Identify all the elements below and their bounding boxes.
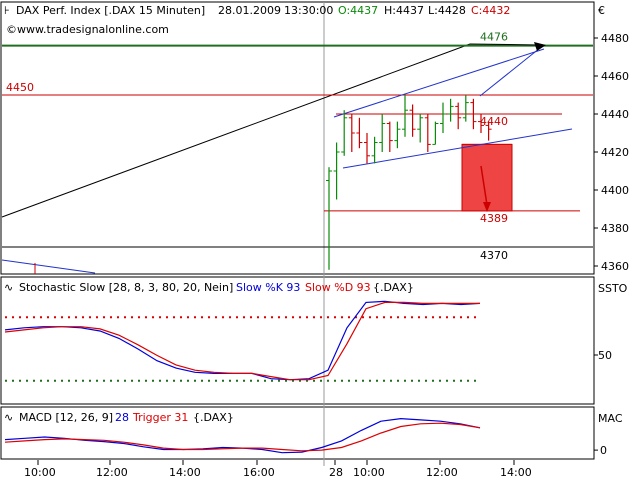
down-arrow-head-icon bbox=[483, 202, 491, 212]
level-label: 4450 bbox=[6, 81, 34, 94]
macd-layer bbox=[4, 417, 598, 454]
macd-right-label: MAC bbox=[598, 412, 623, 425]
price-tick-label: 4460 bbox=[601, 70, 629, 83]
stochastic-d-label: Slow %D 93 bbox=[305, 281, 371, 294]
stochastic-right-label: SSTO bbox=[598, 282, 628, 295]
price-tick-label: 4420 bbox=[601, 146, 629, 159]
arrow-line-channel bbox=[479, 47, 541, 97]
chart-title: DAX Perf. Index [.DAX 15 Minuten] bbox=[16, 4, 205, 17]
stochastic-symbol: {.DAX} bbox=[373, 281, 414, 294]
time-tick-label: 10:00 bbox=[24, 466, 56, 479]
chart-title-icon: ⊦ bbox=[4, 4, 10, 17]
arrow-head-icon bbox=[534, 42, 546, 51]
level-label: 4389 bbox=[480, 212, 508, 225]
stochastic-k-label: Slow %K 93 bbox=[236, 281, 300, 294]
stochastic-pane bbox=[0, 276, 595, 405]
price-pane bbox=[0, 1, 595, 275]
stochastic-title: Stochastic Slow [28, 8, 3, 80, 20, Nein] bbox=[19, 281, 233, 294]
stochastic-layer bbox=[4, 300, 598, 382]
old-channel-line bbox=[1, 259, 96, 274]
target-box bbox=[461, 143, 513, 212]
stochastic-d-line bbox=[4, 301, 480, 381]
macd-symbol: {.DAX} bbox=[193, 411, 234, 424]
macd-trigger-line bbox=[4, 422, 481, 452]
channel-lower-line bbox=[342, 128, 573, 169]
macd-tick-0: 0 bbox=[600, 444, 607, 457]
long-trend-line bbox=[1, 43, 471, 218]
macd-line-label: 28 bbox=[115, 411, 129, 424]
price-tick-label: 4380 bbox=[601, 222, 629, 235]
time-tick-label: 12:00 bbox=[426, 466, 458, 479]
header-low: L:4428 bbox=[428, 4, 466, 17]
time-tick-label: 16:00 bbox=[243, 466, 275, 479]
price-layer: 447644504440442443894370 bbox=[1, 31, 593, 274]
price-tick-label: 4440 bbox=[601, 108, 629, 121]
level-label: 4476 bbox=[480, 31, 508, 44]
header-high: H:4437 bbox=[384, 4, 424, 17]
copyright-icon: © bbox=[6, 23, 17, 36]
level-label: 4370 bbox=[480, 249, 508, 262]
header-date: 28.01.2009 bbox=[218, 4, 281, 17]
header-close: C:4432 bbox=[471, 4, 510, 17]
currency-label: € bbox=[598, 4, 605, 17]
time-tick-label: 12:00 bbox=[96, 466, 128, 479]
macd-title: MACD [12, 26, 9] bbox=[19, 411, 113, 424]
level-label: 4440 bbox=[480, 115, 508, 128]
down-arrow-line bbox=[480, 165, 488, 206]
stochastic-icon: ∿ bbox=[4, 281, 13, 294]
axis-layer: 4360 4380 4400 4420 4440 4460 4480 10:00 12:00 14… bbox=[24, 32, 629, 479]
price-tick-label: 4400 bbox=[601, 184, 629, 197]
stochastic-tick-50: 50 bbox=[598, 349, 612, 362]
time-tick-label: 10:00 bbox=[353, 466, 385, 479]
time-tick-label: 28 bbox=[329, 466, 343, 479]
macd-trigger-label: Trigger 31 bbox=[132, 411, 188, 424]
watermark: www.tradesignalonline.com bbox=[17, 23, 169, 36]
header-time: 13:30:00 bbox=[284, 4, 333, 17]
header-open: O:4437 bbox=[338, 4, 378, 17]
arrow-line-top bbox=[469, 43, 541, 46]
price-tick-label: 4480 bbox=[601, 32, 629, 45]
channel-upper-line bbox=[333, 48, 545, 118]
time-tick-label: 14:00 bbox=[500, 466, 532, 479]
time-tick-label: 14:00 bbox=[169, 466, 201, 479]
macd-icon: ∿ bbox=[4, 411, 13, 424]
price-tick-label: 4360 bbox=[601, 260, 629, 273]
